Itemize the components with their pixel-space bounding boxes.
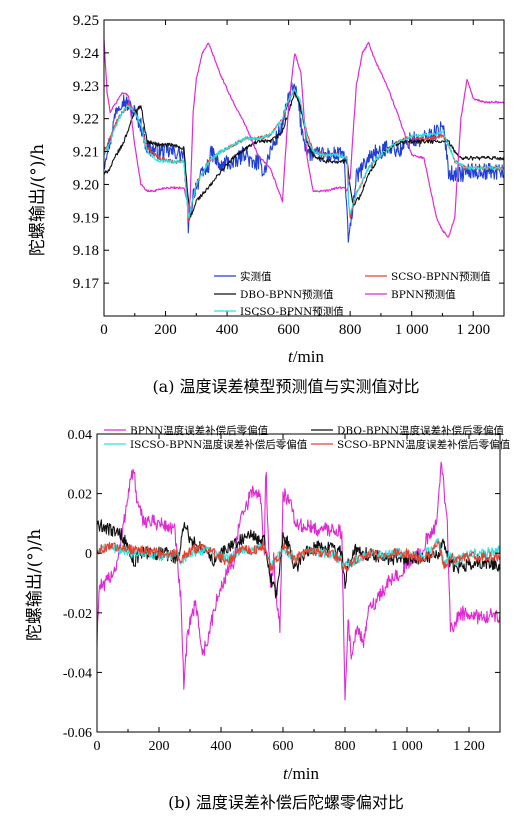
chart-b-x-tick-label: 0 bbox=[94, 739, 101, 754]
chart-b-legend-label: ISCSO-BPNN温度误差补偿后零偏值 bbox=[130, 438, 308, 451]
chart-b-x-tick-label: 1 200 bbox=[453, 739, 485, 754]
chart-a-legend-label: DBO-BPNN预测值 bbox=[240, 288, 334, 301]
chart-a-y-tick-label: 9.21 bbox=[73, 145, 99, 161]
chart-a-y-tick-label: 9.18 bbox=[73, 243, 99, 259]
chart-b-x-tick-label: 200 bbox=[149, 739, 170, 754]
chart-a-series-5-line bbox=[103, 89, 505, 219]
chart-a-x-tick-label: 600 bbox=[277, 322, 300, 338]
chart-a-x-tick-label: 800 bbox=[339, 322, 362, 338]
chart-b-x-axis-label-unit: /min bbox=[288, 764, 320, 783]
chart-a-series-group bbox=[103, 39, 505, 243]
chart-a-series-1-line bbox=[104, 81, 505, 243]
chart-a-legend-label: 实测值 bbox=[240, 270, 272, 283]
chart-a-y-tick-label: 9.24 bbox=[73, 46, 100, 62]
chart-a-legend-label: ISCSO-BPNN预测值 bbox=[240, 305, 344, 318]
chart-b-y-tick-label: 0.04 bbox=[68, 428, 93, 443]
chart-a-legend: 实测值 SCSO-BPNN预测值 DBO-BPNN预测值 BPNN预测值 ISCSO-B… bbox=[214, 270, 491, 318]
chart-a-y-tick-label: 9.19 bbox=[73, 210, 99, 226]
chart-b-legend: BPNN温度误差补偿后零偏值 DBO-BPNN温度误差补偿后零偏值 ISCSO-BP… bbox=[104, 424, 511, 451]
chart-b-series-group bbox=[96, 461, 501, 701]
chart-b-y-tick-label: 0 bbox=[85, 547, 92, 562]
chart-b-series-1-line bbox=[96, 461, 501, 701]
chart-a-caption: (a) 温度误差模型预测值与实测值对比 bbox=[152, 377, 419, 396]
chart-a-legend-label: SCSO-BPNN预测值 bbox=[391, 270, 491, 283]
chart-b-x-axis-label: t/min bbox=[283, 764, 319, 783]
chart-b-y-tick-label: -0.04 bbox=[63, 666, 92, 681]
chart-a-x-tick-label: 200 bbox=[154, 322, 177, 338]
chart-b: 0 200 400 600 800 1 000 1 200 -0.06 -0.04 -0.02 0 0… bbox=[25, 424, 511, 812]
chart-b-y-tick-label: -0.02 bbox=[63, 607, 92, 622]
chart-b-x-tick-label: 800 bbox=[335, 739, 356, 754]
chart-a-y-tick-label: 9.22 bbox=[73, 112, 99, 128]
chart-a-y-tick-label: 9.17 bbox=[73, 276, 100, 292]
chart-a-series-4-line bbox=[103, 39, 505, 238]
chart-b-y-tick-label: 0.02 bbox=[68, 488, 93, 503]
chart-a-x-tick-label: 400 bbox=[216, 322, 239, 338]
chart-b-series-4-line bbox=[96, 540, 501, 572]
chart-b-x-axis-label-symbol: t bbox=[283, 764, 289, 783]
chart-a-x-tick-label: 0 bbox=[100, 322, 108, 338]
chart-a-y-tick-label: 9.25 bbox=[73, 13, 99, 29]
chart-a-x-axis-label-unit: /min bbox=[293, 347, 325, 366]
chart-a-x-axis-label: t/min bbox=[288, 347, 324, 366]
chart-b-ticks: 0 200 400 600 800 1 000 1 200 -0.06 -0.04 -0.02 0 0… bbox=[63, 428, 500, 754]
chart-b-x-tick-label: 600 bbox=[273, 739, 294, 754]
chart-a-x-tick-label: 1 000 bbox=[395, 322, 429, 338]
chart-a-plot-frame bbox=[103, 19, 505, 317]
chart-a-y-tick-label: 9.23 bbox=[73, 79, 99, 95]
chart-b-y-tick-label: -0.06 bbox=[63, 726, 92, 741]
chart-a-y-axis-label: 陀螺输出/(°)/h bbox=[28, 144, 48, 256]
chart-a-legend-label: BPNN预测值 bbox=[391, 288, 456, 301]
chart-b-legend-label: BPNN温度误差补偿后零偏值 bbox=[130, 424, 269, 437]
chart-a-ticks: 0 200 400 600 800 1 000 1 200 9.17 9.18 9.19 9.20 9… bbox=[73, 13, 504, 338]
chart-b-plot-frame bbox=[96, 433, 501, 733]
chart-b-x-tick-label: 1 000 bbox=[391, 739, 423, 754]
chart-b-legend-label: DBO-BPNN温度误差补偿后零偏值 bbox=[337, 424, 505, 437]
chart-b-legend-label: SCSO-BPNN温度误差补偿后零偏值 bbox=[337, 438, 511, 451]
chart-a-x-axis-label-symbol: t bbox=[288, 347, 294, 366]
chart-b-caption: (b) 温度误差补偿后陀螺零偏对比 bbox=[168, 793, 404, 812]
chart-a-y-tick-label: 9.20 bbox=[73, 177, 99, 193]
chart-a: 0 200 400 600 800 1 000 1 200 9.17 9.18 9.19 9.20 9… bbox=[28, 13, 505, 396]
chart-a-x-tick-label: 1 200 bbox=[456, 322, 490, 338]
chart-b-x-tick-label: 400 bbox=[211, 739, 232, 754]
chart-b-y-axis-label: 陀螺输出/(°)/h bbox=[25, 529, 45, 641]
